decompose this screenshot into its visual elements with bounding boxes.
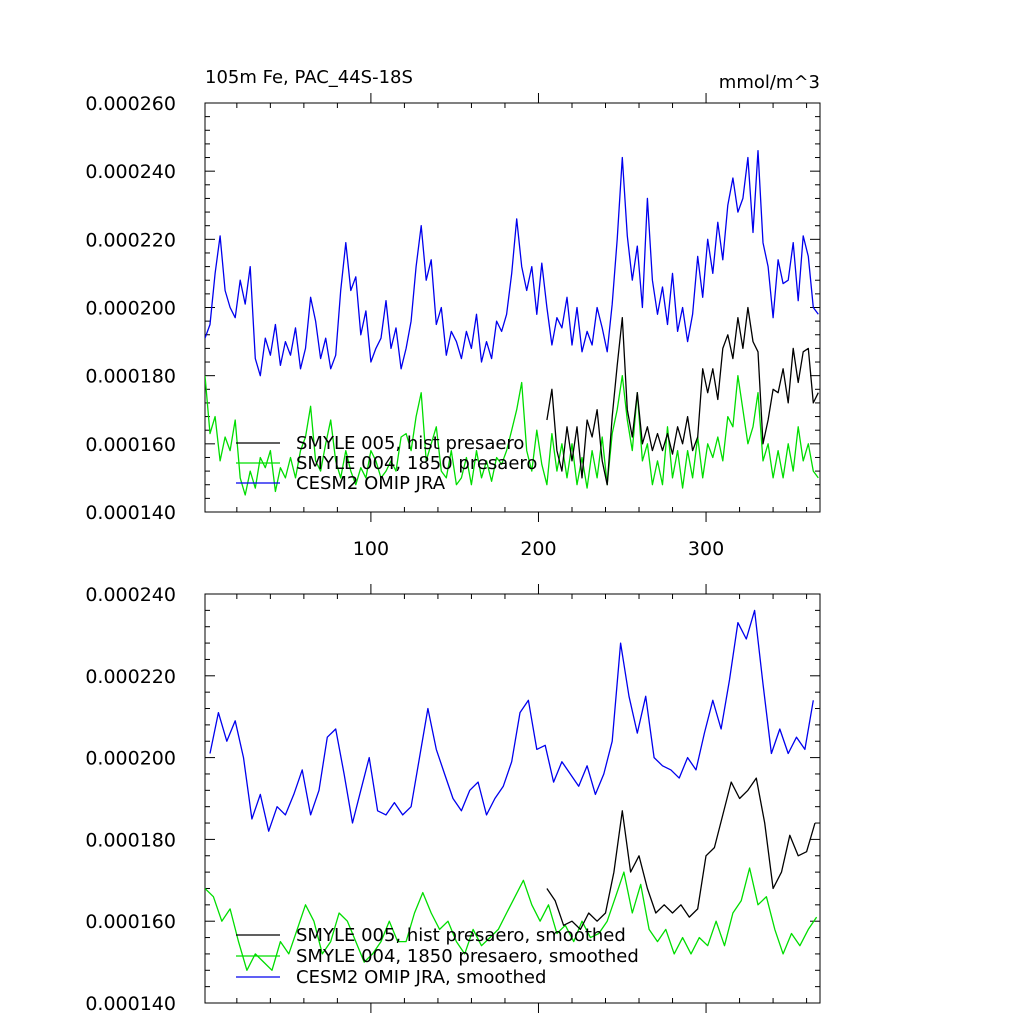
x-tick-label: 300	[688, 538, 724, 560]
y-tick-label: 0.000160	[85, 434, 176, 456]
legend-label: SMYLE 005, hist presaero	[296, 433, 524, 454]
series-line	[205, 375, 819, 496]
x-tick-label: 100	[353, 538, 389, 560]
y-tick-label: 0.000160	[85, 911, 176, 933]
y-tick-label: 0.000240	[85, 161, 176, 183]
chart-title: 105m Fe, PAC_44S-18S	[205, 67, 413, 88]
top-panel: 0.000140 0.000160 0.000180 0.000200 0.000220…	[85, 67, 821, 560]
legend-label: SMYLE 005, hist presaero, smoothed	[296, 925, 626, 946]
legend-label: SMYLE 004, 1850 presaero, smoothed	[296, 946, 639, 967]
y-tick-label: 0.000140	[85, 993, 176, 1015]
series-line	[205, 867, 818, 971]
y-tick-label: 0.000200	[85, 298, 176, 320]
legend-label: SMYLE 004, 1850 presaero	[296, 453, 537, 474]
legend-label: CESM2 OMIP JRA, smoothed	[296, 967, 546, 988]
plot-frame	[204, 593, 821, 1004]
y-tick-label: 0.000220	[85, 229, 176, 251]
legend-label: CESM2 OMIP JRA	[296, 473, 446, 494]
y-tick-label: 0.000200	[85, 748, 176, 770]
units-label: mmol/m^3	[719, 72, 820, 93]
bottom-panel: 0.000140 0.000160 0.000180 0.000200 0.000220…	[85, 584, 821, 1015]
y-tick-label: 0.000180	[85, 366, 176, 388]
y-tick-label: 0.000240	[85, 584, 176, 606]
y-tick-label: 0.000140	[85, 502, 176, 524]
series-line	[205, 150, 819, 377]
y-tick-label: 0.000180	[85, 829, 176, 851]
series-lines	[205, 609, 818, 971]
y-tick-label: 0.000220	[85, 666, 176, 688]
y-tick-label: 0.000260	[85, 93, 176, 115]
x-tick-label: 200	[520, 538, 556, 560]
series-line	[546, 777, 816, 931]
series-line	[209, 609, 814, 832]
series-line	[546, 306, 819, 486]
series-lines	[205, 150, 819, 496]
